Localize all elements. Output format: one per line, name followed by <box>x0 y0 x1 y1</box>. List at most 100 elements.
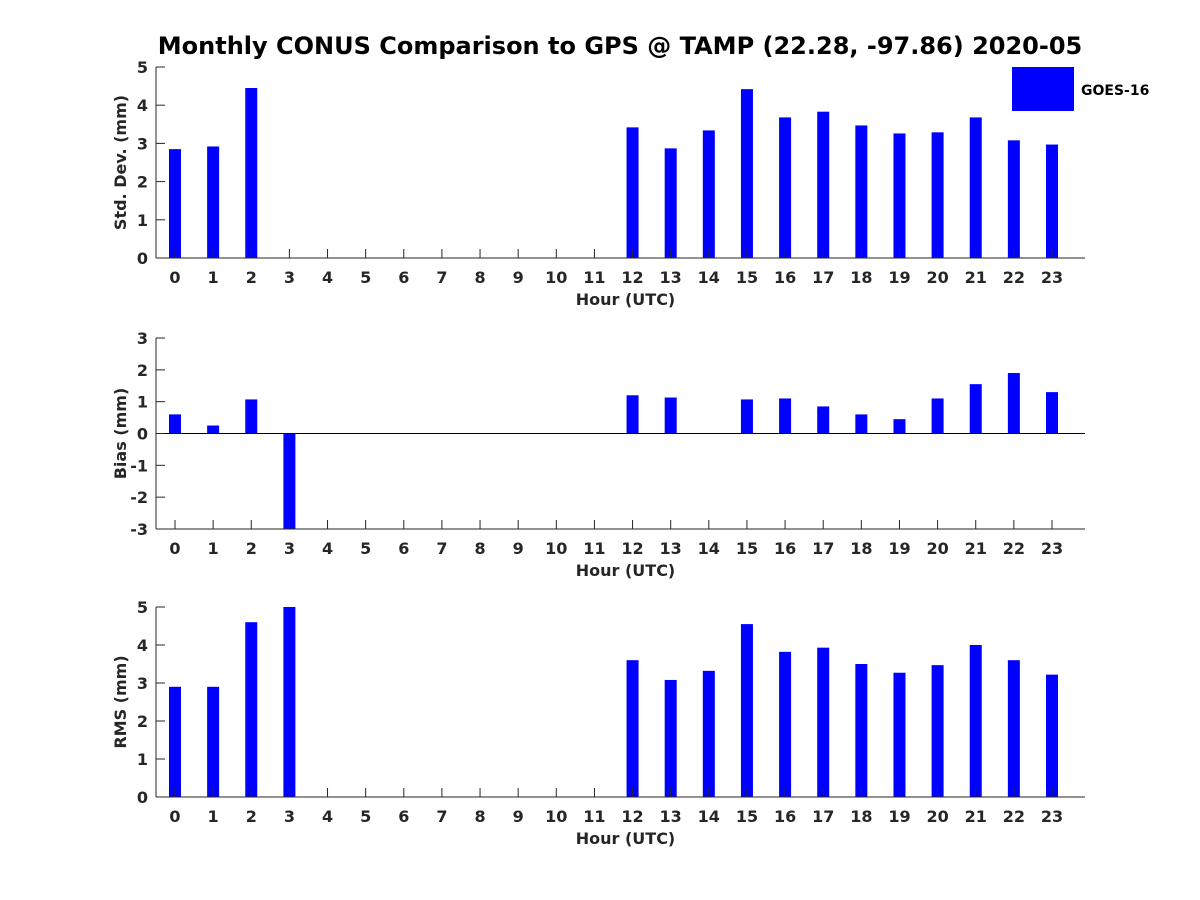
x-tick-label: 23 <box>1041 807 1063 826</box>
x-tick-label: 5 <box>360 539 371 558</box>
y-tick-label: 4 <box>137 636 148 655</box>
bar-hour-18 <box>855 664 868 797</box>
x-tick-label: 20 <box>926 807 948 826</box>
bar-hour-21 <box>969 645 982 797</box>
y-tick-label: 1 <box>137 750 148 769</box>
x-tick-label: 10 <box>545 807 567 826</box>
x-tick-label: 14 <box>698 807 720 826</box>
x-tick-label: 13 <box>660 539 682 558</box>
bar-hour-15 <box>740 89 753 258</box>
y-tick-label: -3 <box>130 520 148 539</box>
bar-hour-2 <box>245 622 258 797</box>
x-tick-label: 23 <box>1041 539 1063 558</box>
x-tick-label: 20 <box>926 268 948 287</box>
bar-hour-18 <box>855 125 868 258</box>
x-tick-label: 19 <box>888 539 910 558</box>
bar-hour-22 <box>1007 373 1020 434</box>
bar-hour-3 <box>283 433 296 529</box>
y-tick-label: -2 <box>130 488 148 507</box>
x-tick-label: 11 <box>583 807 605 826</box>
x-tick-label: 3 <box>284 268 295 287</box>
x-tick-label: 22 <box>1003 539 1025 558</box>
bar-hour-3 <box>283 607 296 797</box>
x-tick-label: 10 <box>545 539 567 558</box>
x-tick-label: 0 <box>169 539 180 558</box>
y-axis-label: Bias (mm) <box>111 388 130 480</box>
x-tick-label: 8 <box>474 539 485 558</box>
x-tick-label: 18 <box>850 807 872 826</box>
x-tick-label: 17 <box>812 807 834 826</box>
y-tick-label: 3 <box>137 134 148 153</box>
x-tick-label: 0 <box>169 268 180 287</box>
x-tick-label: 6 <box>398 807 409 826</box>
x-tick-label: 12 <box>621 807 643 826</box>
x-tick-label: 16 <box>774 268 796 287</box>
x-tick-label: 21 <box>965 807 987 826</box>
bar-hour-1 <box>207 425 220 434</box>
x-tick-label: 1 <box>208 807 219 826</box>
x-tick-label: 9 <box>513 539 524 558</box>
x-axis-label: Hour (UTC) <box>576 829 676 848</box>
y-tick-label: 2 <box>137 361 148 380</box>
x-tick-label: 3 <box>284 539 295 558</box>
x-tick-label: 10 <box>545 268 567 287</box>
x-tick-label: 5 <box>360 807 371 826</box>
y-tick-label: 3 <box>137 329 148 348</box>
bar-hour-19 <box>893 133 906 258</box>
x-tick-label: 6 <box>398 539 409 558</box>
legend: GOES-16 <box>1012 67 1149 111</box>
bar-hour-17 <box>817 111 830 258</box>
bar-hour-12 <box>626 127 639 258</box>
bar-hour-19 <box>893 672 906 797</box>
x-tick-label: 13 <box>660 268 682 287</box>
bar-hour-16 <box>779 398 792 434</box>
y-axis-label: Std. Dev. (mm) <box>111 95 130 230</box>
x-tick-label: 3 <box>284 807 295 826</box>
y-tick-label: 0 <box>137 788 148 807</box>
x-tick-label: 1 <box>208 539 219 558</box>
bar-hour-0 <box>169 414 181 434</box>
x-tick-label: 1 <box>208 268 219 287</box>
bar-hour-20 <box>931 132 944 258</box>
y-tick-label: 2 <box>137 712 148 731</box>
bar-hour-2 <box>245 399 258 434</box>
bar-hour-23 <box>1045 674 1058 797</box>
x-tick-label: 17 <box>812 268 834 287</box>
x-tick-label: 19 <box>888 807 910 826</box>
x-tick-label: 11 <box>583 268 605 287</box>
figure-title: Monthly CONUS Comparison to GPS @ TAMP (… <box>158 32 1082 60</box>
bar-hour-14 <box>702 670 715 797</box>
x-tick-label: 23 <box>1041 268 1063 287</box>
bar-hour-20 <box>931 665 944 797</box>
bar-hour-16 <box>779 651 792 797</box>
bar-hour-0 <box>169 686 181 797</box>
x-tick-label: 21 <box>965 539 987 558</box>
bar-hour-1 <box>207 686 220 797</box>
y-axis-label: RMS (mm) <box>111 655 130 748</box>
x-tick-label: 14 <box>698 268 720 287</box>
x-tick-label: 13 <box>660 807 682 826</box>
bar-hour-21 <box>969 117 982 258</box>
y-tick-label: 4 <box>137 96 148 115</box>
x-tick-label: 12 <box>621 268 643 287</box>
y-tick-label: 0 <box>137 425 148 444</box>
y-tick-label: 5 <box>137 58 148 77</box>
y-tick-label: 0 <box>137 249 148 268</box>
x-tick-label: 9 <box>513 268 524 287</box>
bar-hour-12 <box>626 660 639 797</box>
bar-hour-13 <box>664 397 677 434</box>
x-tick-label: 2 <box>246 268 257 287</box>
x-tick-label: 11 <box>583 539 605 558</box>
x-tick-label: 7 <box>436 807 447 826</box>
x-tick-label: 4 <box>322 268 333 287</box>
bar-hour-14 <box>702 130 715 258</box>
bar-hour-15 <box>740 624 753 797</box>
bar-hour-21 <box>969 384 982 434</box>
legend-entry-label: GOES-16 <box>1081 83 1149 99</box>
